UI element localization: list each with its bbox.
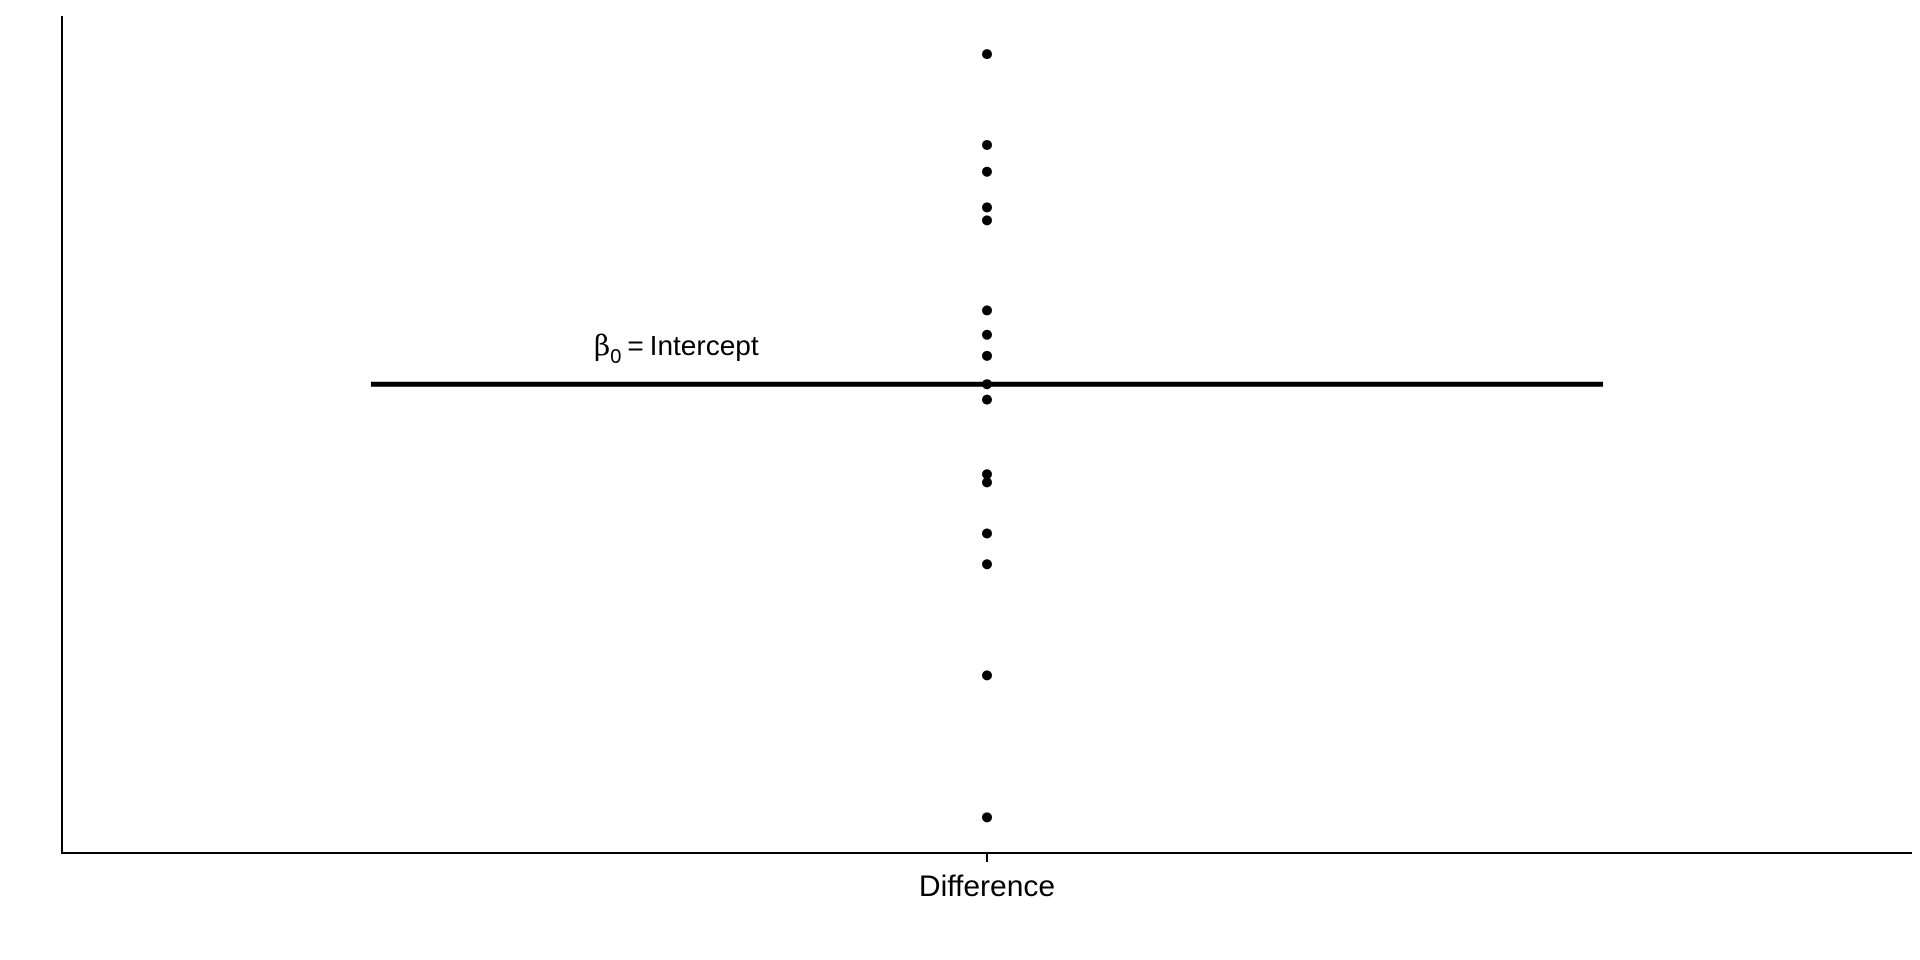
data-point: [982, 139, 992, 150]
data-point: [982, 305, 992, 316]
data-point: [982, 670, 992, 681]
data-point: [982, 215, 992, 226]
data-point: [982, 394, 992, 405]
data-point: [982, 350, 992, 361]
data-point: [982, 469, 992, 480]
data-point: [982, 166, 992, 177]
data-point: [982, 202, 992, 213]
data-point: [982, 528, 992, 539]
data-point: [982, 379, 992, 390]
data-point: [982, 329, 992, 340]
data-point: [982, 477, 992, 488]
data-point: [982, 812, 992, 823]
x-ticks: Difference: [919, 853, 1055, 903]
intercept-word: Intercept: [650, 330, 759, 361]
plot-area: Difference β0 = Intercept: [61, 16, 1912, 903]
equals-sign: =: [627, 330, 643, 361]
intercept-annotation: β0 = Intercept: [594, 329, 759, 368]
data-points: [982, 49, 992, 823]
x-tick-label: Difference: [919, 870, 1055, 903]
data-point: [982, 49, 992, 60]
beta-subscript: 0: [610, 346, 621, 368]
data-point: [982, 559, 992, 570]
beta-symbol: β: [594, 329, 610, 362]
